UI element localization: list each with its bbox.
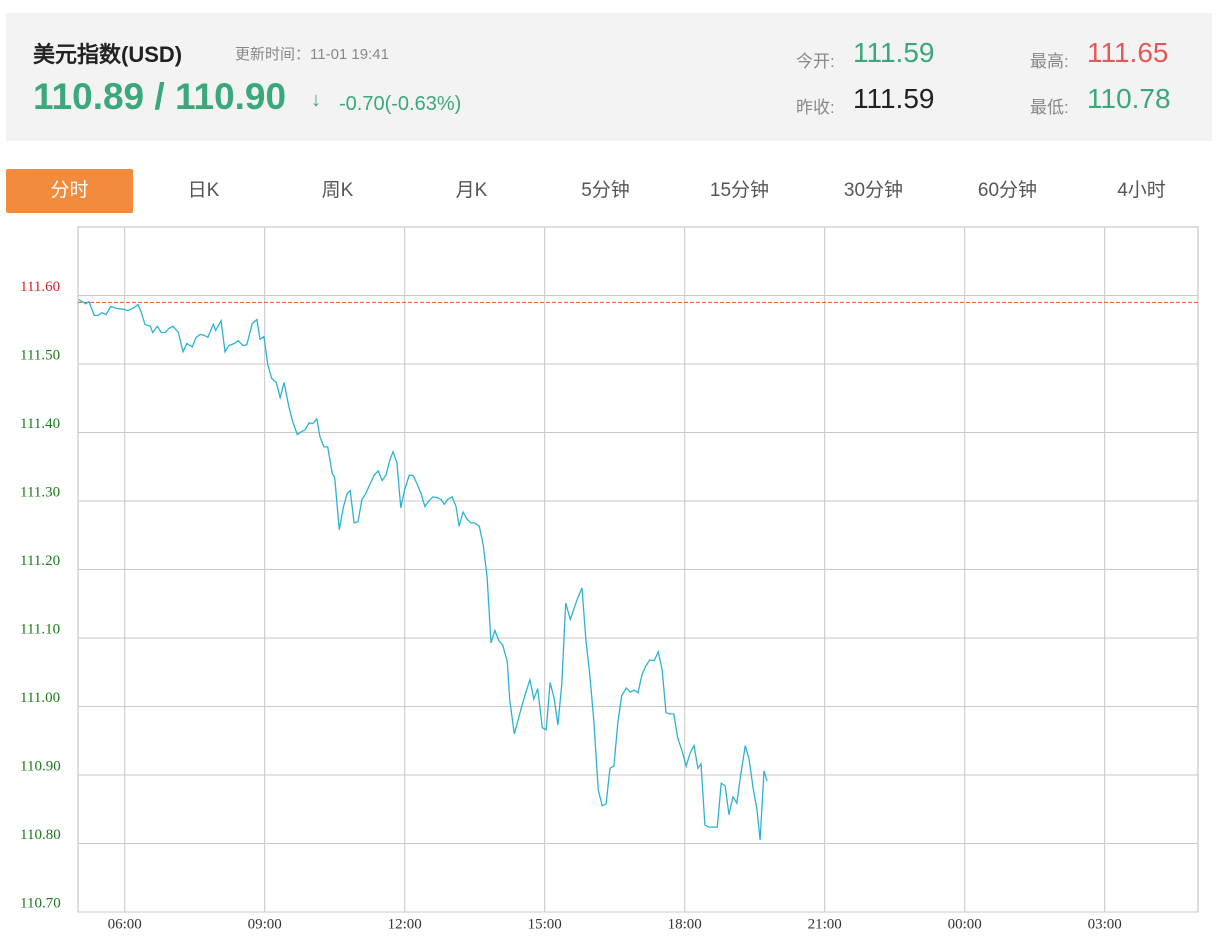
stat-label: 最低: xyxy=(1030,98,1069,117)
x-tick-label: 06:00 xyxy=(108,916,142,932)
tab[interactable]: 15分钟 xyxy=(709,180,770,201)
stat-value: 111.65 xyxy=(1087,37,1169,68)
tab[interactable]: 4小时 xyxy=(1117,180,1166,201)
tab[interactable]: 周K xyxy=(321,180,354,201)
tab[interactable]: 60分钟 xyxy=(977,180,1038,201)
y-tick-label: 111.20 xyxy=(20,553,60,569)
x-tick-label: 12:00 xyxy=(388,916,422,932)
stat-label: 昨收: xyxy=(796,98,835,117)
y-tick-label: 110.90 xyxy=(20,758,61,774)
y-tick-label: 111.00 xyxy=(20,690,60,706)
y-tick-label: 111.50 xyxy=(20,347,60,363)
y-tick-label: 110.80 xyxy=(20,827,61,843)
tab[interactable]: 月K xyxy=(455,180,488,201)
tab[interactable]: 日K xyxy=(187,180,220,201)
x-tick-label: 15:00 xyxy=(528,916,562,932)
quote-header: 美元指数(USD) 更新时间：11-01 19:41 110.89 / 110.… xyxy=(6,13,1212,141)
y-tick-label: 110.70 xyxy=(20,895,61,911)
x-tick-label: 00:00 xyxy=(948,916,982,932)
plot-frame xyxy=(77,226,1199,913)
update-time: 更新时间：11-01 19:41 xyxy=(235,46,389,63)
stat-value: 111.59 xyxy=(853,83,935,114)
x-tick-label: 09:00 xyxy=(248,916,282,932)
x-tick-label: 21:00 xyxy=(808,916,842,932)
stat-value: 110.78 xyxy=(1087,83,1171,114)
y-tick-label: 111.10 xyxy=(20,621,60,637)
y-tick-label: 111.30 xyxy=(20,484,60,500)
price-line xyxy=(78,299,768,841)
stat-label: 今开: xyxy=(796,52,835,71)
y-tick-label: 111.40 xyxy=(20,416,60,432)
tab[interactable]: 分时 xyxy=(6,169,133,213)
stat-label: 最高: xyxy=(1030,52,1069,71)
tab-bar: 分时 日K 周K 月K 5分钟 15分钟 30分钟 60分钟 4小时 xyxy=(6,169,1212,213)
price: 110.89 / 110.90 xyxy=(33,76,287,117)
y-tick-label: 111.60 xyxy=(20,279,60,295)
x-tick-label: 18:00 xyxy=(668,916,702,932)
stat-value: 111.59 xyxy=(853,37,935,68)
title: 美元指数(USD) xyxy=(33,42,183,67)
arrow: ↓ xyxy=(311,89,321,111)
tab[interactable]: 5分钟 xyxy=(581,180,630,201)
change: -0.70(-0.63%) xyxy=(339,93,462,115)
tab[interactable]: 30分钟 xyxy=(843,180,904,201)
x-tick-label: 03:00 xyxy=(1088,916,1122,932)
